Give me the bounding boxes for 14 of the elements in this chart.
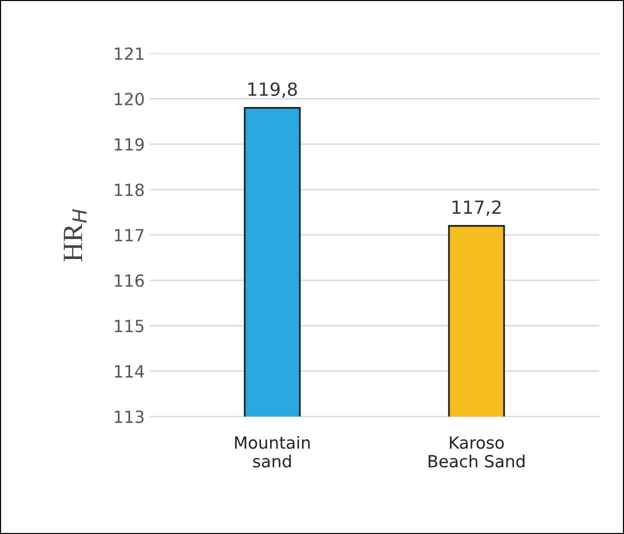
y-tick-label: 116 bbox=[114, 274, 144, 287]
y-axis-title: HR$_{H}$ bbox=[64, 209, 87, 262]
x-tick-label: Karoso Beach Sand bbox=[428, 436, 524, 468]
y-tick-label: 115 bbox=[114, 320, 144, 332]
y-tick-label: 118 bbox=[114, 184, 144, 196]
data-label: 117,2 bbox=[452, 200, 501, 216]
data-label: 119,8 bbox=[248, 82, 297, 98]
y-tick-label: 113 bbox=[114, 410, 144, 424]
y-tick-label: 114 bbox=[114, 365, 144, 378]
y-tick-label: 121 bbox=[114, 47, 144, 60]
x-tick-label: Mountain sand bbox=[235, 436, 310, 468]
y-tick-label: 120 bbox=[114, 92, 144, 106]
y-tick-label: 119 bbox=[114, 138, 144, 151]
y-tick-label: 117 bbox=[114, 229, 144, 242]
